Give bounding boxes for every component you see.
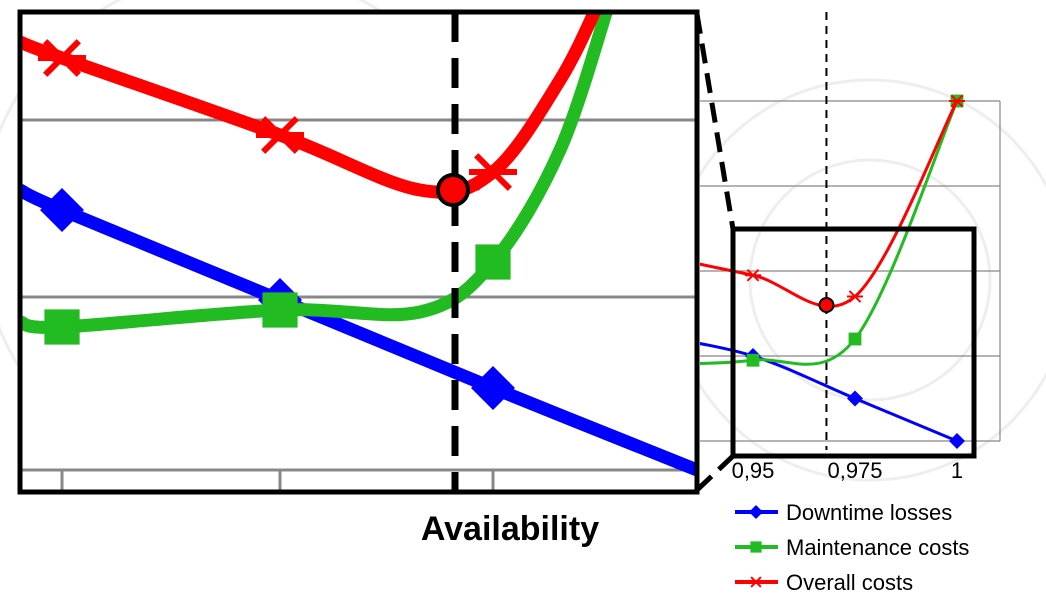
zoom-data-point [38, 39, 86, 77]
legend-label: Downtime losses [786, 500, 952, 525]
zoom-data-point [40, 188, 84, 232]
main-plot [700, 12, 1001, 450]
legend-label: Maintenance costs [786, 535, 969, 560]
x-tick-label: 0,975 [827, 458, 882, 483]
legend-swatch-marker [749, 505, 763, 519]
series-line [700, 100, 959, 366]
zoom-series-line [20, 12, 602, 199]
zoom-inset-plot [20, 12, 697, 492]
zoom-data-point [262, 292, 298, 328]
x-tick-label: 0,95 [732, 458, 775, 483]
data-point [949, 94, 965, 108]
data-point [847, 390, 863, 407]
zoom-optimum-marker [436, 173, 470, 207]
zoom-data-point [44, 309, 80, 345]
zoom-inset-frame [17, 9, 700, 495]
main-gridlines [700, 100, 1000, 442]
zoom-gridlines [20, 118, 697, 492]
data-point [848, 332, 862, 346]
data-point [746, 353, 760, 367]
legend-swatch-marker [750, 541, 762, 553]
zoom-data-point [469, 153, 517, 191]
optimum-marker [818, 297, 835, 313]
legend-label: Overall costs [786, 570, 913, 593]
legend: Downtime losses Maintenance costs Overall … [735, 500, 969, 593]
data-point [949, 433, 965, 449]
zoom-data-point [475, 244, 511, 280]
x-tick-label: 1 [951, 458, 963, 483]
legend-item: Maintenance costs [735, 535, 969, 560]
zoom-connector-top [694, 13, 736, 230]
legend-item: Downtime losses [735, 500, 952, 525]
main-series-group [700, 94, 965, 449]
zoom-data-point [471, 366, 515, 410]
legend-swatch-marker [749, 576, 763, 588]
legend-item: Overall costs [735, 570, 913, 593]
zoom-series-line [20, 12, 614, 334]
data-point [847, 290, 863, 303]
zoom-data-point [256, 116, 304, 154]
zoom-region-box [730, 226, 977, 459]
x-tick-labels: 0,95 0,975 1 [732, 458, 964, 483]
zoom-connector-bottom [695, 454, 735, 492]
series-line [700, 342, 958, 443]
data-point [745, 268, 761, 282]
zoom-series-group [20, 12, 697, 477]
x-axis-label: Availability [421, 510, 599, 548]
